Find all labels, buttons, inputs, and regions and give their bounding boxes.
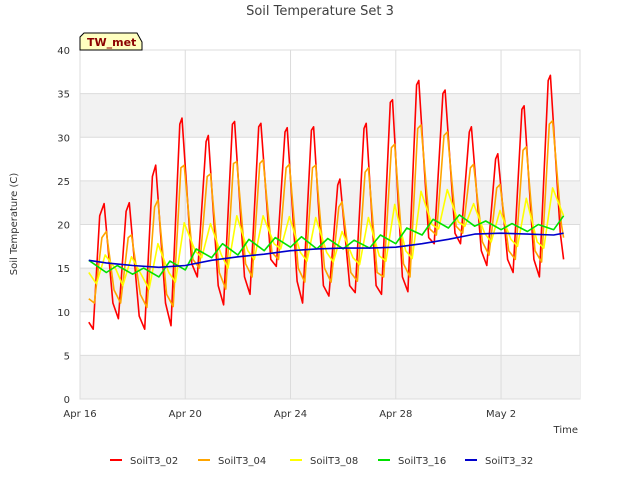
series-line-soilt3-04	[88, 119, 565, 309]
y-tick-label: 0	[64, 395, 70, 406]
series-layer	[88, 74, 565, 331]
x-tick-label: Apr 28	[379, 409, 412, 420]
y-tick-label: 20	[57, 221, 70, 232]
y-axis-label: Soil Temperature (C)	[9, 173, 20, 276]
chart-title: Soil Temperature Set 3	[246, 4, 394, 19]
legend-label: SoilT3_16	[398, 456, 446, 467]
series-line-soilt3-32	[88, 232, 564, 269]
x-tick-label: Apr 20	[169, 409, 202, 420]
legend-label: SoilT3_02	[130, 456, 178, 467]
legend-label: SoilT3_04	[218, 456, 266, 467]
annotation-label: TW_met	[87, 36, 136, 49]
x-tick-label: Apr 24	[274, 409, 307, 420]
y-tick-label: 25	[57, 177, 70, 188]
x-axis-label: Time	[553, 425, 578, 436]
y-tick-label: 35	[57, 90, 70, 101]
plot-band	[80, 355, 580, 399]
annotation-frame	[79, 32, 143, 51]
y-tick-label: 10	[57, 308, 70, 319]
axes: 0 5 10 15 20 25 30 35 40 Apr 16 Apr 20 Apr 24 Apr 28…	[57, 46, 516, 420]
series-line-soilt3-16	[88, 214, 565, 278]
grid	[79, 49, 580, 400]
legend: SoilT3_02 SoilT3_04 SoilT3_08 SoilT3_16 Soil…	[110, 456, 533, 467]
x-tick-label: Apr 16	[63, 409, 96, 420]
series-line-soilt3-02	[88, 74, 565, 331]
plot-band	[80, 93, 580, 138]
annotation-box: TW_met	[79, 32, 143, 51]
y-tick-label: 5	[64, 351, 70, 362]
x-tick-label: May 2	[486, 409, 516, 420]
y-tick-label: 15	[57, 264, 70, 275]
y-tick-label: 30	[57, 133, 70, 144]
y-tick-label: 40	[57, 46, 70, 57]
legend-label: SoilT3_08	[310, 456, 358, 467]
legend-label: SoilT3_32	[485, 456, 533, 467]
